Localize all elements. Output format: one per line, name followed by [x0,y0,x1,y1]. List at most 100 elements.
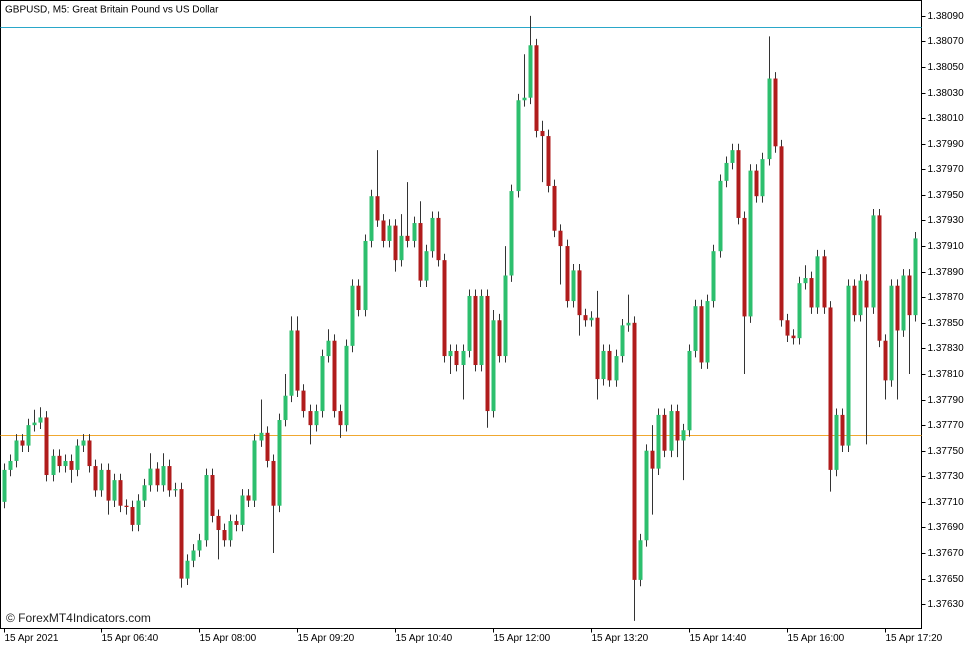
candle-body [326,340,331,357]
candle-body [381,220,386,241]
candle-body [442,260,447,357]
candle-body [99,469,104,491]
candle-body [228,521,233,541]
candle-body [846,285,851,446]
candle-body [601,350,606,380]
y-tick-label: 1.37670 [928,548,965,559]
candle-body [356,285,361,311]
y-tick-label: 1.37890 [928,267,965,278]
candle-body [595,317,600,380]
y-tick-label: 1.37810 [928,369,965,380]
candle-body [461,350,466,366]
candle-body [467,295,472,351]
axes: 1.38090 1.38070 1.38050 1.38030 1.38010 1.379… [4,11,965,644]
candle-body [614,356,619,381]
candle-body [332,340,337,412]
candle-body [57,455,62,467]
candle-body [155,468,160,486]
candle-body [424,251,429,281]
candle-body [522,97,527,101]
candle-body [369,196,374,241]
candle-body [161,466,166,486]
candle-body [350,285,355,346]
candle-body [675,411,680,441]
candle-body [913,238,918,316]
candle-body [895,285,900,331]
y-tick-label: 1.37730 [928,471,965,482]
candle-body [338,411,343,426]
candle-body [320,356,325,412]
candle-body [185,560,190,579]
candle-body [14,440,19,461]
y-tick-label: 1.37650 [928,574,965,585]
candle-body [503,275,508,357]
candle-body [681,430,686,441]
candle-body [240,495,245,525]
y-tick-label: 1.37690 [928,522,965,533]
candle-body [571,270,576,302]
candle-body [540,130,545,137]
candle-body [222,530,227,541]
candle-body [363,240,368,311]
candle-body [711,251,716,302]
candle-body [87,440,92,467]
y-tick-label: 1.37930 [928,215,965,226]
candle-body [20,440,25,446]
candle-body [112,480,117,501]
y-tick-label: 1.37970 [928,164,965,175]
candle-body [607,350,612,381]
candle-body [430,217,435,252]
candle-body [718,180,723,252]
candle-body [436,217,441,261]
candle-body [528,45,533,98]
candle-body [644,450,649,541]
candle-body [124,505,129,507]
candle-body [259,432,264,441]
candle-body [546,136,551,186]
x-tick-label: 15 Apr 09:20 [298,633,355,644]
x-tick-label: 15 Apr 06:40 [102,633,159,644]
candle-body [748,170,753,317]
candle-body [497,320,502,357]
candle-body [32,422,37,426]
candle-body [308,411,313,426]
candle-body [828,307,833,470]
candle-body [583,315,588,321]
candle-body [399,235,404,261]
candle-body [51,455,56,476]
candle-body [638,540,643,580]
candle-body [889,285,894,381]
y-tick-label: 1.37830 [928,343,965,354]
x-tick-label: 15 Apr 14:40 [690,633,747,644]
x-tick-label: 15 Apr 17:20 [886,633,943,644]
candle-body [705,301,710,363]
candle-body [620,325,625,357]
candle-body [63,460,68,467]
candle-body [295,330,300,391]
candle-body [815,256,820,308]
candle-body [662,414,667,451]
candle-body [167,466,172,491]
candle-body [301,390,306,412]
candle-body [699,306,704,363]
x-tick-label: 15 Apr 12:00 [494,633,551,644]
candle-body [387,225,392,241]
y-tick-label: 1.37770 [928,420,965,431]
candle-body [130,506,135,525]
candle-body [779,146,784,321]
y-tick-label: 1.38070 [928,36,965,47]
candle-body [626,322,631,326]
candle-body [809,278,814,308]
candle-body [106,469,111,501]
y-tick-label: 1.37630 [928,599,965,610]
candle-body [791,335,796,339]
x-tick-label: 15 Apr 13:20 [592,633,649,644]
candle-body [271,460,276,506]
candle-body [516,100,521,192]
y-tick-label: 1.37990 [928,139,965,150]
y-tick-label: 1.37910 [928,241,965,252]
candle-body [650,450,655,469]
y-tick-label: 1.37870 [928,292,965,303]
